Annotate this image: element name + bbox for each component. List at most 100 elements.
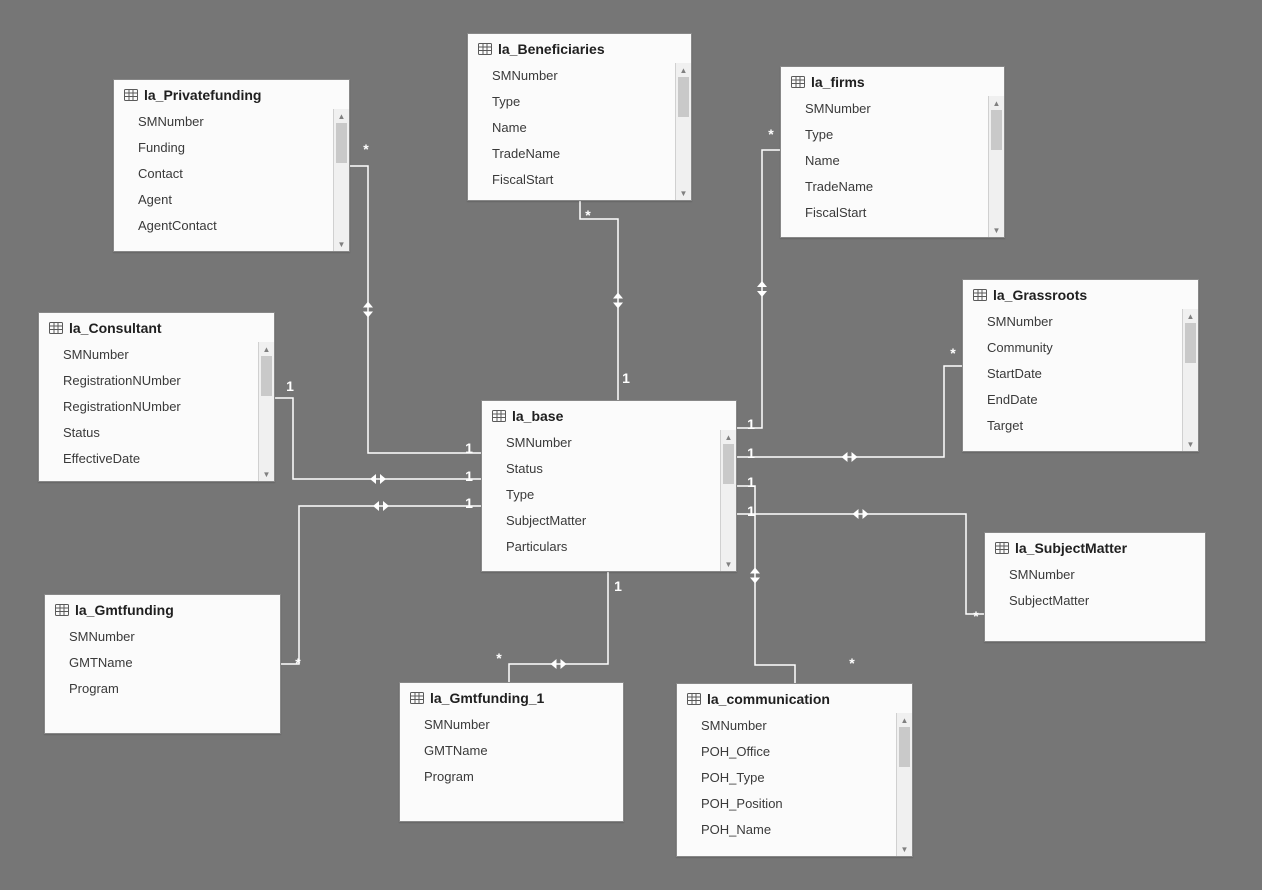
field-item[interactable]: POH_Position: [701, 791, 896, 817]
field-item[interactable]: Status: [63, 420, 258, 446]
relationship-line[interactable]: [350, 166, 481, 453]
field-item[interactable]: Program: [424, 764, 623, 790]
field-item[interactable]: Type: [506, 482, 720, 508]
field-item[interactable]: Funding: [138, 135, 333, 161]
table-la_Gmtfunding_1[interactable]: la_Gmtfunding_1SMNumberGMTNameProgram: [399, 682, 624, 822]
table-la_firms[interactable]: la_firmsSMNumberTypeNameTradeNameFiscalS…: [780, 66, 1005, 238]
field-item[interactable]: Type: [805, 122, 988, 148]
table-header[interactable]: la_Gmtfunding: [45, 595, 280, 624]
scroll-down-icon[interactable]: ▼: [334, 237, 349, 251]
field-item[interactable]: SubjectMatter: [1009, 588, 1205, 614]
field-item[interactable]: AgentContact: [138, 213, 333, 239]
field-item[interactable]: Name: [492, 115, 675, 141]
scrollbar[interactable]: ▲▼: [1182, 309, 1198, 451]
field-item[interactable]: StartDate: [987, 361, 1182, 387]
field-item[interactable]: RegistrationNUmber: [63, 368, 258, 394]
scroll-up-icon[interactable]: ▲: [721, 430, 736, 444]
table-la_communication[interactable]: la_communicationSMNumberPOH_OfficePOH_Ty…: [676, 683, 913, 857]
field-item[interactable]: POH_Name: [701, 817, 896, 843]
scroll-up-icon[interactable]: ▲: [897, 713, 912, 727]
field-item[interactable]: SMNumber: [506, 430, 720, 456]
field-item[interactable]: GMTName: [69, 650, 280, 676]
table-header[interactable]: la_base: [482, 401, 736, 430]
scroll-thumb[interactable]: [1185, 323, 1196, 363]
scroll-thumb[interactable]: [261, 356, 272, 396]
scroll-thumb[interactable]: [991, 110, 1002, 150]
relationship-line[interactable]: [737, 486, 795, 683]
table-la_Privatefunding[interactable]: la_PrivatefundingSMNumberFundingContactA…: [113, 79, 350, 252]
table-header[interactable]: la_Grassroots: [963, 280, 1198, 309]
scroll-down-icon[interactable]: ▼: [721, 557, 736, 571]
scrollbar[interactable]: ▲▼: [720, 430, 736, 571]
diagram-canvas[interactable]: la_PrivatefundingSMNumberFundingContactA…: [0, 0, 1262, 890]
field-item[interactable]: Particulars: [506, 534, 720, 560]
scroll-up-icon[interactable]: ▲: [334, 109, 349, 123]
table-la_base[interactable]: la_baseSMNumberStatusTypeSubjectMatterPa…: [481, 400, 737, 572]
scroll-down-icon[interactable]: ▼: [897, 842, 912, 856]
relationship-grip-icon[interactable]: [363, 302, 373, 318]
relationship-line[interactable]: [281, 506, 481, 664]
field-item[interactable]: FiscalStart: [492, 167, 675, 193]
field-item[interactable]: GMTName: [424, 738, 623, 764]
scroll-thumb[interactable]: [336, 123, 347, 163]
table-header[interactable]: la_Consultant: [39, 313, 274, 342]
table-la_Consultant[interactable]: la_ConsultantSMNumberRegistrationNUmberR…: [38, 312, 275, 482]
field-item[interactable]: SMNumber: [63, 342, 258, 368]
table-la_Grassroots[interactable]: la_GrassrootsSMNumberCommunityStartDateE…: [962, 279, 1199, 452]
table-header[interactable]: la_Beneficiaries: [468, 34, 691, 63]
relationship-line[interactable]: [737, 514, 984, 614]
relationship-line[interactable]: [737, 366, 962, 457]
table-la_Beneficiaries[interactable]: la_BeneficiariesSMNumberTypeNameTradeNam…: [467, 33, 692, 201]
field-item[interactable]: Community: [987, 335, 1182, 361]
relationship-grip-icon[interactable]: [853, 509, 869, 519]
field-item[interactable]: Target: [987, 413, 1182, 439]
relationship-grip-icon[interactable]: [373, 501, 389, 511]
scrollbar[interactable]: ▲▼: [258, 342, 274, 481]
relationship-grip-icon[interactable]: [750, 568, 760, 584]
field-item[interactable]: POH_Type: [701, 765, 896, 791]
relationship-grip-icon[interactable]: [551, 659, 567, 669]
field-item[interactable]: Program: [69, 676, 280, 702]
scroll-down-icon[interactable]: ▼: [989, 223, 1004, 237]
relationship-line[interactable]: [737, 150, 780, 428]
field-item[interactable]: SMNumber: [805, 96, 988, 122]
scroll-up-icon[interactable]: ▲: [676, 63, 691, 77]
scroll-down-icon[interactable]: ▼: [1183, 437, 1198, 451]
table-la_Gmtfunding[interactable]: la_GmtfundingSMNumberGMTNameProgram: [44, 594, 281, 734]
field-item[interactable]: SMNumber: [987, 309, 1182, 335]
field-item[interactable]: EndDate: [987, 387, 1182, 413]
field-item[interactable]: Contact: [138, 161, 333, 187]
scrollbar[interactable]: ▲▼: [988, 96, 1004, 237]
table-la_SubjectMatter[interactable]: la_SubjectMatterSMNumberSubjectMatter: [984, 532, 1206, 642]
table-header[interactable]: la_Privatefunding: [114, 80, 349, 109]
scrollbar[interactable]: ▲▼: [675, 63, 691, 200]
field-item[interactable]: SubjectMatter: [506, 508, 720, 534]
relationship-grip-icon[interactable]: [370, 474, 386, 484]
table-header[interactable]: la_Gmtfunding_1: [400, 683, 623, 712]
scroll-thumb[interactable]: [899, 727, 910, 767]
field-item[interactable]: SMNumber: [492, 63, 675, 89]
scroll-down-icon[interactable]: ▼: [676, 186, 691, 200]
field-item[interactable]: RegistrationNUmber: [63, 394, 258, 420]
relationship-grip-icon[interactable]: [842, 452, 858, 462]
field-item[interactable]: SMNumber: [701, 713, 896, 739]
field-item[interactable]: Name: [805, 148, 988, 174]
field-item[interactable]: EffectiveDate: [63, 446, 258, 472]
field-item[interactable]: SMNumber: [424, 712, 623, 738]
relationship-line[interactable]: [509, 572, 608, 682]
scroll-up-icon[interactable]: ▲: [259, 342, 274, 356]
relationship-line[interactable]: [275, 398, 481, 479]
scroll-up-icon[interactable]: ▲: [989, 96, 1004, 110]
table-header[interactable]: la_SubjectMatter: [985, 533, 1205, 562]
relationship-line[interactable]: [580, 201, 618, 400]
relationship-grip-icon[interactable]: [757, 281, 767, 297]
field-item[interactable]: Agent: [138, 187, 333, 213]
scroll-thumb[interactable]: [678, 77, 689, 117]
scroll-thumb[interactable]: [723, 444, 734, 484]
field-item[interactable]: SMNumber: [69, 624, 280, 650]
scroll-down-icon[interactable]: ▼: [259, 467, 274, 481]
field-item[interactable]: Status: [506, 456, 720, 482]
field-item[interactable]: POH_Office: [701, 739, 896, 765]
field-item[interactable]: SMNumber: [138, 109, 333, 135]
field-item[interactable]: SMNumber: [1009, 562, 1205, 588]
